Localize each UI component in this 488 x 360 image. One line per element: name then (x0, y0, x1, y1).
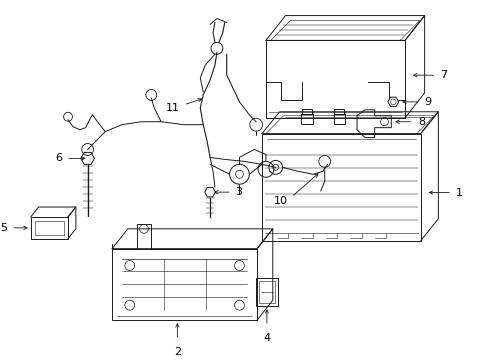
Bar (31, 217, 68, 239)
Bar (302, 109, 311, 114)
Text: 5: 5 (0, 223, 7, 233)
Text: 10: 10 (273, 196, 287, 206)
Bar (265, 40, 404, 118)
Text: 3: 3 (235, 187, 242, 197)
Bar (333, 114, 345, 124)
Text: 1: 1 (455, 188, 462, 198)
Text: 2: 2 (173, 347, 181, 357)
Bar (334, 109, 344, 114)
Text: 8: 8 (417, 117, 424, 127)
Bar (262, 134, 420, 241)
Text: 9: 9 (424, 97, 431, 107)
Text: 4: 4 (263, 333, 270, 343)
Bar (112, 249, 257, 320)
Text: 6: 6 (55, 153, 62, 163)
Bar (35, 221, 64, 235)
Bar (256, 278, 277, 306)
Text: 11: 11 (165, 103, 180, 113)
Bar (259, 282, 274, 303)
Text: 7: 7 (439, 70, 447, 80)
Bar (301, 114, 312, 124)
